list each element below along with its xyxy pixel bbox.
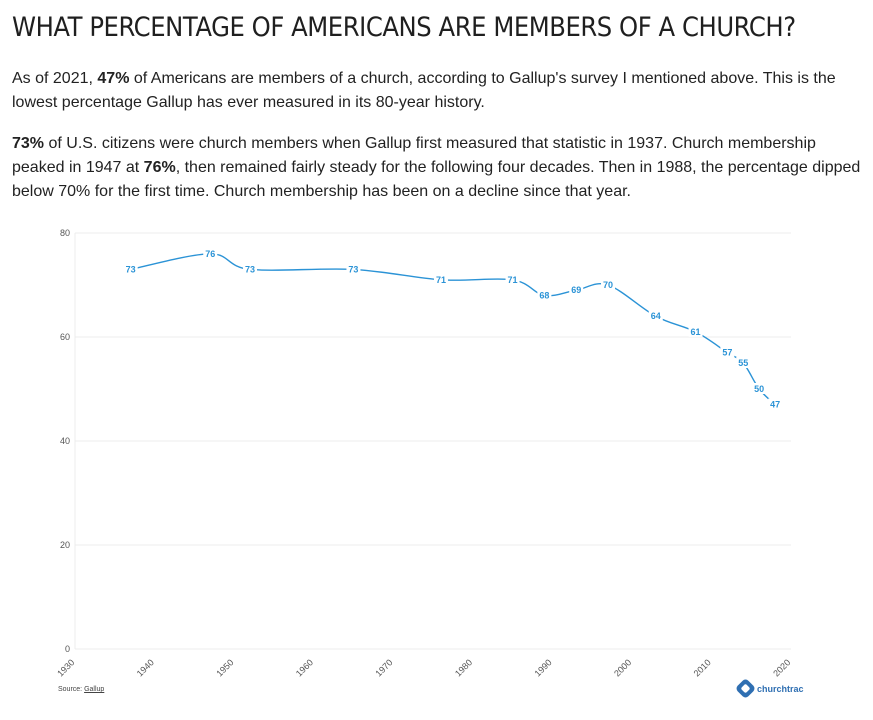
source-label: Source: [58, 686, 85, 693]
data-label: 68 [539, 290, 549, 300]
intro-run-1: 47% [97, 70, 130, 87]
history-paragraph: 73% of U.S. citizens were church members… [12, 132, 862, 204]
history-run-0: 73% [12, 135, 45, 152]
line-chart: 0 20 40 60 80 1930 1940 1950 1960 1970 1980 1990 200… [0, 220, 873, 720]
page-title: What Percentage of Americans Are Members… [12, 12, 796, 43]
data-label-bg [123, 263, 138, 275]
data-label: 71 [508, 275, 518, 285]
x-tick-label: 1990 [533, 657, 554, 678]
data-label-bg [505, 273, 520, 285]
brand-logo: churchtrac [734, 677, 804, 700]
history-run-1: of U.S. citizens were church members whe… [12, 135, 816, 176]
x-tick-label: 2010 [692, 657, 713, 678]
x-tick-label: 1930 [55, 657, 76, 678]
data-label: 50 [754, 384, 764, 394]
data-label: 47 [770, 400, 780, 410]
data-label: 69 [571, 285, 581, 295]
data-label: 70 [603, 280, 613, 290]
x-tick-label: 1970 [373, 657, 394, 678]
data-label-bg [203, 247, 218, 259]
data-label-bg [720, 346, 735, 358]
intro-run-2: of Americans are members of a church, ac… [12, 70, 836, 111]
intro-run-0: As of 2021, [12, 70, 98, 87]
data-label: 61 [691, 327, 701, 337]
data-label: 73 [126, 264, 136, 274]
data-label: 71 [436, 275, 446, 285]
history-run-2: 76% [143, 159, 176, 176]
data-label-bg [537, 289, 552, 301]
data-label-bg [243, 263, 258, 275]
data-label: 55 [738, 358, 748, 368]
data-label-bg [688, 325, 703, 337]
data-label-bg [648, 310, 663, 322]
data-label: 57 [722, 348, 732, 358]
data-label: 73 [348, 264, 358, 274]
y-tick-label: 40 [60, 436, 70, 446]
x-tick-label: 2020 [771, 657, 792, 678]
data-label-bg [569, 284, 584, 296]
source-note: Source: Gallup [58, 686, 104, 693]
x-tick-label: 1960 [294, 657, 315, 678]
y-tick-label: 0 [65, 644, 70, 654]
intro-paragraph: As of 2021, 47% of Americans are members… [12, 67, 862, 115]
churchtrac-logo-icon [734, 677, 757, 700]
data-label: 73 [245, 264, 255, 274]
y-tick-label: 60 [60, 332, 70, 342]
x-tick-label: 1980 [453, 657, 474, 678]
source-link[interactable]: Gallup [84, 686, 105, 693]
x-tick-label: 1950 [214, 657, 235, 678]
y-tick-label: 20 [60, 540, 70, 550]
data-label: 76 [205, 249, 215, 259]
data-label-bg [433, 273, 448, 285]
chart-svg: 0 20 40 60 80 1930 1940 1950 1960 1970 1980 1990 200… [55, 228, 792, 679]
y-tick-label: 80 [60, 228, 70, 238]
data-label-bg [601, 279, 616, 290]
data-label-bg [752, 383, 767, 394]
series-line [130, 253, 776, 406]
data-label-bg [346, 263, 361, 275]
x-tick-label: 1940 [135, 657, 156, 678]
data-label-bg [736, 357, 751, 368]
x-tick-label: 2000 [612, 657, 633, 678]
data-label: 64 [651, 311, 661, 321]
brand-name: churchtrac [757, 683, 804, 694]
data-label-bg [768, 398, 783, 410]
history-run-3: , then remained fairly steady for the fo… [12, 159, 861, 200]
